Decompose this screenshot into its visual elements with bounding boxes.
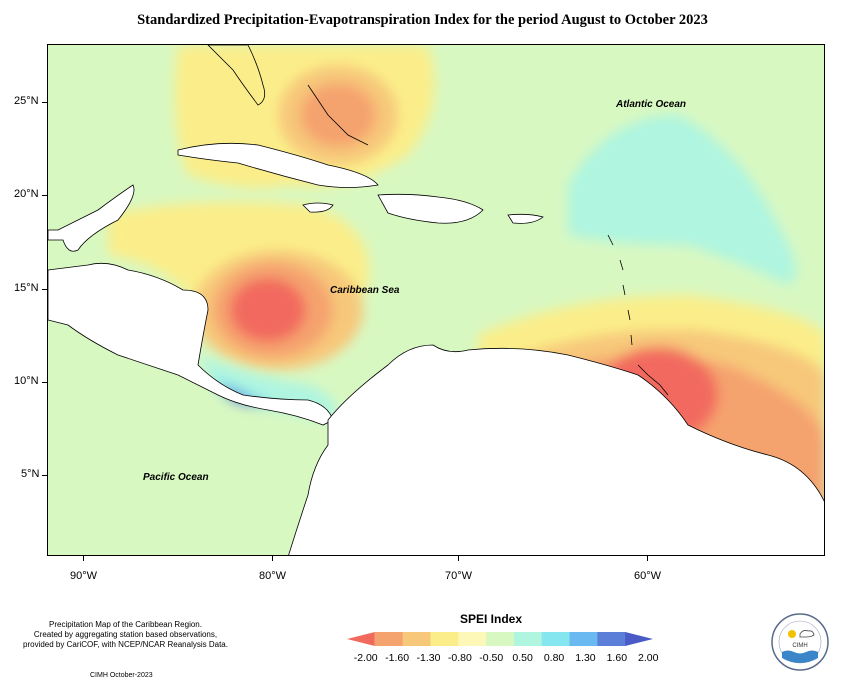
legend-title: SPEI Index [460,612,523,626]
legend-color-swatch [625,632,653,646]
lon-label-60w: 60°W [634,570,662,582]
lat-label-10n: 10°N [14,375,39,387]
legend-label: -0.80 [447,652,472,664]
legend-label: -0.50 [479,652,504,664]
map-notes: Precipitation Map of the Caribbean Regio… [8,620,243,650]
lat-label-15n: 15°N [14,282,39,294]
legend-color-swatch [513,632,543,646]
lon-label-90w: 90°W [70,570,98,582]
lat-tick [42,195,47,196]
lat-label-5n: 5°N [21,468,40,480]
note-line-1: Precipitation Map of the Caribbean Regio… [49,620,202,629]
lat-tick [42,102,47,103]
legend-label: 1.60 [606,652,628,664]
map-title: Standardized Precipitation-Evapotranspir… [137,12,708,28]
cimh-logo: CIMH [771,613,829,671]
legend-color-swatch [569,632,598,646]
logo-text: CIMH [792,643,807,649]
lat-tick [42,475,47,476]
lon-tick [647,556,648,561]
note-line-3: provided by CariCOF, with NCEP/NCAR Rean… [23,640,228,649]
legend-labels: -2.00 -1.60 -1.30 -0.80 -0.50 0.50 0.80 … [350,652,664,664]
legend-label: -2.00 [353,652,378,664]
legend-label: -1.30 [416,652,441,664]
credit-text: CIMH October-2023 [90,672,153,679]
legend-colorbar [347,632,653,646]
legend-label: 0.80 [543,652,565,664]
caribbean-sea-label: Caribbean Sea [330,285,400,296]
cloud-icon [799,630,815,638]
legend-color-swatch [430,632,459,646]
lon-tick [458,556,459,561]
note-line-2: Created by aggregating station based obs… [33,630,218,639]
lat-tick [42,382,47,383]
map-canvas: Atlantic Ocean Caribbean Sea Pacific Oce… [48,45,824,555]
lat-label-20n: 20°N [14,188,39,200]
sun-icon [788,630,796,638]
legend-color-swatch [597,632,626,646]
lat-tick [42,289,47,290]
legend-color-swatch [486,632,515,646]
legend-label: 1.30 [575,652,596,664]
lon-tick [83,556,84,561]
legend-color-swatch [347,632,375,646]
legend-label: -1.60 [385,652,410,664]
legend-color-swatch [541,632,571,646]
wave-icon [782,650,818,663]
legend-color-swatch [374,632,404,646]
lon-label-70w: 70°W [445,570,473,582]
legend-color-swatch [402,632,431,646]
spei-map: Atlantic Ocean Caribbean Sea Pacific Oce… [47,44,825,556]
land-outlines [48,45,824,555]
legend-label: 0.50 [512,652,533,664]
lat-label-25n: 25°N [14,95,39,107]
lon-tick [272,556,273,561]
legend-color-swatch [458,632,487,646]
lon-label-80w: 80°W [259,570,287,582]
legend-label: 2.00 [637,652,659,664]
pacific-ocean-label: Pacific Ocean [143,472,209,483]
atlantic-ocean-label: Atlantic Ocean [615,99,686,110]
